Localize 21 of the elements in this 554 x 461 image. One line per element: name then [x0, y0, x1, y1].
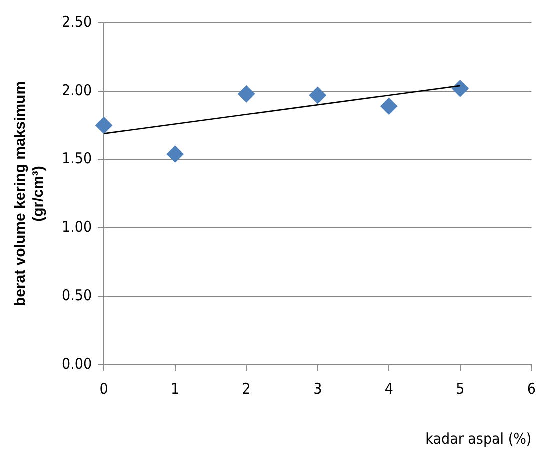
y-axis-title: berat volume kering maksimum (gr/cm³) — [12, 81, 48, 307]
y-tick-label: 1.00 — [62, 218, 92, 236]
y-tick-label: 0.00 — [62, 354, 92, 373]
x-tick-label: 0 — [100, 380, 108, 398]
point — [238, 86, 256, 103]
point — [96, 117, 113, 134]
y-tick-label: 2.00 — [62, 81, 92, 100]
x-tick-label: 4 — [384, 380, 394, 398]
x-tick-label: 6 — [527, 380, 536, 398]
point — [166, 146, 184, 163]
x-tick-label: 1 — [171, 380, 180, 398]
x-tick-label: 2 — [242, 380, 251, 398]
point — [380, 98, 398, 115]
y-tick-label: 1.50 — [62, 150, 92, 168]
point — [452, 80, 469, 98]
x-axis-title: kadar aspal (%) — [426, 430, 532, 448]
x-tick-label: 3 — [314, 380, 322, 398]
point — [309, 87, 326, 104]
x-tick-label: 5 — [456, 380, 465, 398]
y-tick-label: 2.50 — [62, 12, 92, 31]
y-tick-label: 0.50 — [62, 286, 92, 304]
